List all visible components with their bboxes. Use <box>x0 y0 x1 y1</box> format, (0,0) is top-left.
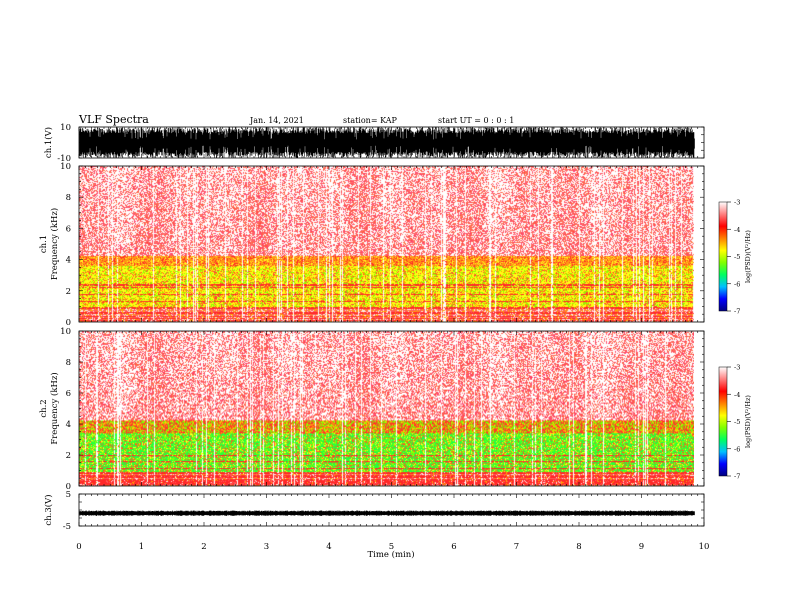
ch1-ytick-bottom: -10 <box>57 154 71 164</box>
frequency-tick-label: 4 <box>66 420 71 430</box>
ch1-spectrogram-panel: 0 2 4 6 8 10 ch.1 Frequency (kHz) <box>39 162 705 328</box>
ch1-colorbar-ticks: -3 -4 -5 -6 -7 <box>727 199 740 316</box>
ch1-colorbar-label: log(PSD)(V²/Hz) <box>744 230 752 283</box>
ch1-spectrogram-ylabel-frequency: Frequency (kHz) <box>49 208 60 280</box>
ch1-colorbar-scale <box>718 201 728 312</box>
frequency-tick-label: 6 <box>66 389 71 399</box>
time-tick-label: 7 <box>514 542 519 552</box>
frequency-tick-label: 6 <box>66 224 71 234</box>
ch3-waveform-ylabel: ch.3(V) <box>43 494 54 525</box>
colorbar-tick-label: -5 <box>734 253 740 261</box>
ch3-waveform-panel: 5 -5 ch.3(V) <box>43 490 705 532</box>
ch1-waveform-ylabel: ch.1(V) <box>43 127 54 158</box>
ch2-spectrogram-ylabel-frequency: Frequency (kHz) <box>49 372 60 444</box>
frequency-tick-label: 10 <box>60 327 71 337</box>
time-tick-label: 3 <box>264 542 269 552</box>
ch2-colorbar-label: log(PSD)(V²/Hz) <box>744 395 752 448</box>
ch2-spectrogram-image <box>79 331 694 486</box>
time-tick-label: 4 <box>326 542 331 552</box>
header-station: station= KAP <box>343 116 398 125</box>
ch2-spectrogram-panel: 0 2 4 6 8 10 ch.2 Frequency (kHz) <box>39 327 705 492</box>
ch3-waveform-ticks <box>78 493 705 527</box>
header-date: Jan. 14, 2021 <box>249 116 304 125</box>
colorbar-tick-label: -6 <box>734 280 740 288</box>
colorbar-tick-label: -7 <box>734 308 740 316</box>
frequency-tick-label: 0 <box>66 318 71 328</box>
ch1-frequency-ticks: 0 2 4 6 8 10 <box>60 162 704 328</box>
time-tick-label: 2 <box>201 542 206 552</box>
time-tick-label: 9 <box>639 542 644 552</box>
colorbar-tick-label: -6 <box>734 445 740 453</box>
ch3-waveform-line <box>79 510 695 516</box>
ch1-waveform-line <box>79 127 695 158</box>
frequency-tick-label: 2 <box>66 287 71 297</box>
colorbar-tick-label: -3 <box>734 199 740 207</box>
time-axis-tick-labels: 0 1 2 3 4 5 6 7 8 9 10 <box>76 542 709 552</box>
header-start-time: start UT = 0 : 0 : 1 <box>438 116 514 125</box>
figure-title: VLF Spectra <box>78 113 149 126</box>
ch1-waveform-ticks <box>78 126 705 159</box>
time-tick-label: 0 <box>76 542 81 552</box>
time-tick-label: 5 <box>389 542 394 552</box>
colorbar-tick-label: -4 <box>734 391 740 399</box>
ch1-colorbar: -3 -4 -5 -6 -7 log(PSD)(V²/Hz) <box>718 199 752 316</box>
ch2-frequency-ticks: 0 2 4 6 8 10 <box>60 327 704 492</box>
frequency-tick-label: 8 <box>66 358 71 368</box>
time-tick-label: 8 <box>576 542 581 552</box>
time-tick-label: 1 <box>139 542 144 552</box>
time-tick-label: 10 <box>699 542 710 552</box>
ch1-waveform-trace <box>79 127 695 158</box>
ch3-ytick-top: 5 <box>66 490 71 500</box>
time-axis-label: Time (min) <box>367 549 414 560</box>
colorbar-tick-label: -7 <box>734 473 740 481</box>
colorbar-tick-label: -5 <box>734 418 740 426</box>
ch2-spectrogram-ylabel-channel: ch.2 <box>39 399 49 417</box>
ch2-colorbar-ticks: -3 -4 -5 -6 -7 <box>727 364 740 481</box>
ch3-waveform-frame <box>78 493 705 527</box>
time-tick-label: 6 <box>451 542 456 552</box>
ch1-ytick-top: 10 <box>60 123 71 133</box>
frequency-tick-label: 2 <box>66 451 71 461</box>
ch2-colorbar-scale <box>718 366 728 477</box>
ch1-waveform-panel: 10 -10 ch.1(V) <box>43 123 705 164</box>
colorbar-tick-label: -4 <box>734 226 740 234</box>
ch1-spectrogram-image <box>79 166 694 322</box>
ch2-spectrogram-ticks <box>78 331 705 486</box>
ch1-spectrogram-ylabel-channel: ch.1 <box>39 235 49 253</box>
frequency-tick-label: 10 <box>60 162 71 172</box>
frequency-tick-label: 4 <box>66 256 71 266</box>
ch3-waveform-trace <box>79 510 695 516</box>
frequency-tick-label: 0 <box>66 482 71 492</box>
colorbar-tick-label: -3 <box>734 364 740 372</box>
ch2-colorbar: -3 -4 -5 -6 -7 log(PSD)(V²/Hz) <box>718 364 752 481</box>
frequency-tick-label: 8 <box>66 193 71 203</box>
ch3-ytick-bottom: -5 <box>63 522 71 532</box>
ch1-spectrogram-ticks <box>78 166 705 322</box>
